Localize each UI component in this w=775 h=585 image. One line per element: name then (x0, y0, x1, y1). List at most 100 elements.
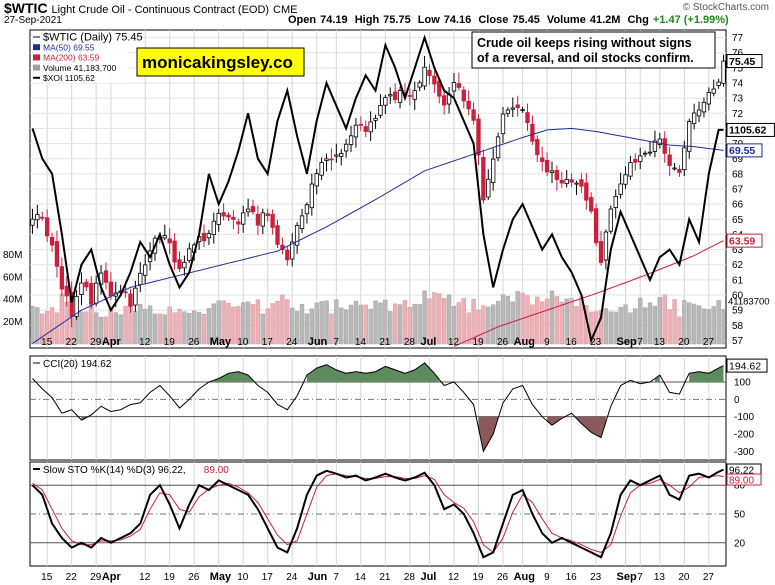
candle-body (593, 208, 599, 244)
volume-bar (471, 298, 476, 345)
x-tick-label: Sep (617, 336, 637, 348)
candle-body (642, 152, 648, 155)
candle-body (412, 90, 417, 100)
volume-bar (30, 305, 35, 345)
x-tick-label: Aug (514, 336, 535, 348)
x-tick-label: 10 (237, 572, 249, 583)
x-tick-label: Apr (102, 336, 122, 348)
price-tick-label: 72 (732, 109, 744, 120)
volume-bar (299, 304, 305, 345)
volume-bar (422, 290, 427, 345)
candle-body (691, 112, 697, 125)
value-label: 63.59 (729, 235, 755, 247)
cci-tick-label: 100 (734, 378, 751, 389)
cci-last-box (726, 358, 768, 373)
x-tick-label: 13 (654, 337, 666, 348)
x-tick-label: Jun (308, 336, 328, 348)
volume-bar (613, 311, 618, 345)
volume-bar (647, 302, 653, 345)
volume-bar (221, 300, 226, 345)
candle-body (388, 94, 393, 97)
candle-body (491, 158, 496, 183)
x-tick-label: 17 (262, 337, 274, 348)
value-label: 75.45 (729, 56, 755, 68)
volume-bar (358, 304, 364, 345)
volume-bar (495, 301, 501, 345)
candle-body (35, 214, 40, 221)
value-label-box (726, 54, 763, 69)
x-tick-label: Sep (617, 571, 637, 583)
volume-bar (44, 311, 50, 345)
candle-body (481, 157, 486, 201)
candle-body (236, 221, 241, 225)
x-tick-label: 21 (379, 337, 391, 348)
sto-tick-label: 80 (734, 481, 746, 492)
volume-bar (118, 314, 123, 345)
volume-bar (672, 299, 677, 345)
candle-body (290, 241, 295, 260)
sto-k-line (31, 468, 724, 559)
volume-bar (500, 294, 506, 345)
volume-bar (339, 307, 344, 345)
candle-body (549, 170, 555, 173)
volume-bar (598, 310, 604, 345)
volume-bar (363, 304, 368, 345)
cci-tick-label: -300 (734, 447, 754, 458)
volume-bar (260, 313, 265, 345)
candle-body (662, 138, 667, 154)
volume-bar (682, 300, 687, 345)
candle-body (138, 272, 143, 286)
annotation-box (471, 31, 716, 69)
candle-body (544, 159, 550, 173)
x-tick-label: May (210, 336, 232, 348)
candle-body (40, 216, 45, 219)
candle-body (579, 179, 584, 187)
candle-body (221, 212, 226, 217)
candle-body (456, 83, 462, 88)
candle-body (432, 75, 437, 85)
candle-body (613, 195, 618, 208)
candle-body (309, 183, 314, 209)
candle-body (608, 208, 613, 232)
candle-body (255, 213, 261, 226)
candle-body (211, 220, 216, 236)
instrument-name: Light Crude Oil - Continuous Contract (E… (51, 4, 270, 16)
volume-tick-label: 80M (3, 250, 22, 261)
volume-bar (98, 316, 104, 345)
x-tick-label: 9 (544, 572, 550, 583)
x-tick-label: 26 (497, 337, 509, 348)
candle-body (304, 204, 310, 215)
legend-swatch (33, 44, 40, 51)
volume-bar (35, 307, 40, 345)
chart-symbol-line: $WTIC Light Crude Oil - Continuous Contr… (4, 0, 297, 16)
price-tick-label: 59 (732, 306, 744, 317)
cci-legend: CCI(20) 194.62 (43, 359, 112, 370)
candle-body (314, 173, 319, 187)
x-tick-label: 20 (678, 337, 690, 348)
volume-bar (559, 301, 564, 345)
volume-bar (603, 308, 609, 345)
volume-bar (192, 310, 197, 345)
candle-body (103, 270, 109, 283)
volume-bar (701, 308, 707, 345)
candle-body (520, 109, 525, 112)
x-tick-label: 20 (678, 572, 690, 583)
sto-last-label: 89.00 (729, 476, 754, 487)
candle-body (133, 287, 138, 306)
candle-body (79, 282, 84, 295)
price-tick-label: 69 (732, 154, 744, 165)
candle-body (226, 214, 231, 218)
volume-bar (309, 308, 314, 345)
volume-bar (711, 306, 716, 345)
volume-bar (574, 306, 579, 345)
volume-bar (143, 308, 148, 345)
volume-bar (388, 311, 393, 345)
volume-bar (461, 298, 466, 345)
candles (30, 54, 726, 328)
volume-bar (466, 312, 471, 345)
x-tick-label: Jul (420, 336, 436, 348)
value-label-box (726, 233, 763, 248)
open-value: 74.19 (320, 14, 348, 26)
